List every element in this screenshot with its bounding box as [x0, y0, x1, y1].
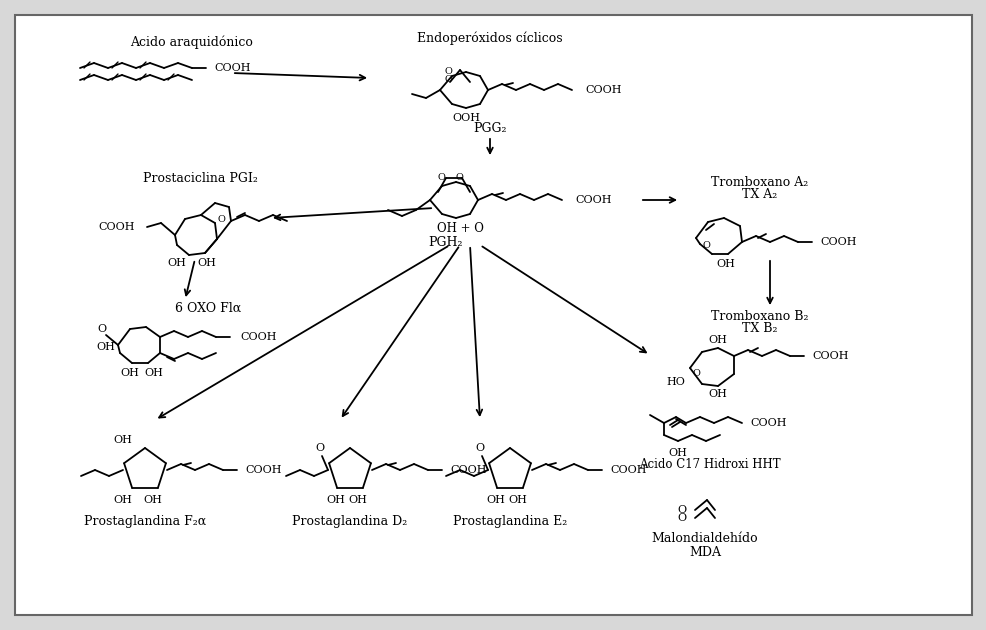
Text: O: O	[217, 214, 225, 224]
Text: MDA: MDA	[688, 546, 720, 559]
Text: O: O	[444, 76, 452, 84]
Text: Prostaglandina F₂α: Prostaglandina F₂α	[84, 515, 206, 529]
Text: COOH: COOH	[245, 465, 281, 475]
Text: OOH: OOH	[452, 113, 479, 123]
Text: O: O	[691, 370, 699, 379]
Text: HO: HO	[666, 377, 684, 387]
Text: O: O	[444, 67, 452, 76]
Text: OH: OH	[486, 495, 505, 505]
Text: COOH: COOH	[214, 63, 250, 73]
Text: Acido araquidónico: Acido araquidónico	[130, 35, 252, 49]
Text: TX A₂: TX A₂	[741, 188, 777, 200]
Text: COOH: COOH	[811, 351, 848, 361]
Text: 6 OXO Flα: 6 OXO Flα	[175, 302, 241, 314]
Text: COOH: COOH	[240, 332, 276, 342]
Text: OH: OH	[113, 435, 132, 445]
Text: O: O	[677, 513, 686, 523]
Text: O: O	[316, 443, 324, 453]
Text: OH: OH	[326, 495, 345, 505]
Text: COOH: COOH	[585, 85, 621, 95]
Text: OH: OH	[708, 335, 727, 345]
Text: COOH: COOH	[749, 418, 786, 428]
Text: COOH: COOH	[609, 465, 646, 475]
Text: COOH: COOH	[819, 237, 856, 247]
Text: O: O	[455, 173, 462, 181]
Text: O: O	[701, 241, 709, 251]
Text: PGH₂: PGH₂	[428, 236, 462, 248]
Text: O: O	[677, 505, 686, 515]
Text: COOH: COOH	[450, 465, 486, 475]
Text: OH + O: OH + O	[436, 222, 483, 234]
Text: OH: OH	[97, 342, 115, 352]
Text: Acido C17 Hidroxi HHT: Acido C17 Hidroxi HHT	[639, 459, 780, 471]
Text: OH: OH	[348, 495, 367, 505]
Text: Prostaglandina D₂: Prostaglandina D₂	[292, 515, 407, 529]
Text: O: O	[98, 324, 106, 334]
Text: Prostaglandina E₂: Prostaglandina E₂	[453, 515, 567, 529]
Text: OH: OH	[708, 389, 727, 399]
Text: OH: OH	[197, 258, 216, 268]
Text: Endoperóxidos cíclicos: Endoperóxidos cíclicos	[417, 32, 562, 45]
Text: OH: OH	[120, 368, 139, 378]
Text: OH: OH	[113, 495, 132, 505]
Text: OH: OH	[168, 258, 186, 268]
Text: COOH: COOH	[99, 222, 135, 232]
Text: Prostaciclina PGI₂: Prostaciclina PGI₂	[142, 171, 257, 185]
Text: OH: OH	[508, 495, 527, 505]
Text: PGG₂: PGG₂	[472, 122, 506, 134]
Text: OH: OH	[144, 368, 164, 378]
Text: OH: OH	[668, 448, 686, 458]
Text: OH: OH	[143, 495, 163, 505]
Text: Tromboxano B₂: Tromboxano B₂	[711, 309, 808, 323]
Text: Malondialdehído: Malondialdehído	[651, 532, 757, 544]
Text: O: O	[437, 173, 445, 181]
FancyBboxPatch shape	[15, 15, 971, 615]
Text: Tromboxano A₂: Tromboxano A₂	[711, 176, 808, 188]
Text: O: O	[475, 443, 484, 453]
Text: TX B₂: TX B₂	[741, 321, 777, 335]
Text: COOH: COOH	[575, 195, 611, 205]
Text: OH: OH	[716, 259, 735, 269]
